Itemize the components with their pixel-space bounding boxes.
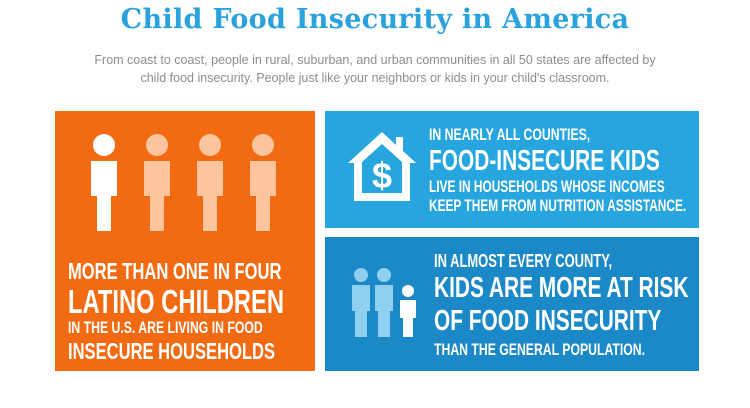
person-figure-faded [197,134,223,231]
latino-line-1: MORE THAN ONE IN FOUR [68,258,282,284]
adult-figure-faded [352,268,370,337]
counties-line-3: LIVE IN HOUSEHOLDS WHOSE INCOMES [429,178,665,196]
page-title: Child Food Insecurity in America [120,4,630,35]
counties-panel: $ IN NEARLY ALL COUNTIES, FOOD-INSECURE … [325,111,699,228]
counties-line-1: IN NEARLY ALL COUNTIES, [429,125,591,144]
person-figure-highlighted [91,134,117,231]
latino-line-4: INSECURE HOUSEHOLDS [68,338,276,364]
house-dollar-icon: $ [348,132,416,201]
child-figure-highlighted [400,285,416,337]
family-figures-icon [352,268,416,337]
latino-children-panel: MORE THAN ONE IN FOUR LATINO CHILDREN IN… [55,111,315,371]
adult-figure-faded [375,268,393,337]
risk-panel: IN ALMOST EVERY COUNTY, KIDS ARE MORE AT… [325,237,699,371]
people-figures-icon [91,134,276,231]
dollar-sign: $ [372,155,392,196]
counties-line-4: KEEP THEM FROM NUTRITION ASSISTANCE. [429,197,687,215]
person-figure-faded [144,134,170,231]
risk-line-2: KIDS ARE MORE AT RISK [434,272,689,304]
risk-line-4: THAN THE GENERAL POPULATION. [434,340,646,359]
risk-line-1: IN ALMOST EVERY COUNTY, [434,251,613,271]
risk-line-3: OF FOOD INSECURITY [434,305,662,337]
latino-line-2: LATINO CHILDREN [68,283,285,320]
page-subtitle: From coast to coast, people in rural, su… [94,53,656,85]
person-figure-faded [250,134,276,231]
counties-line-2: FOOD-INSECURE KIDS [429,145,660,177]
latino-line-3: IN THE U.S. ARE LIVING IN FOOD [68,318,263,337]
